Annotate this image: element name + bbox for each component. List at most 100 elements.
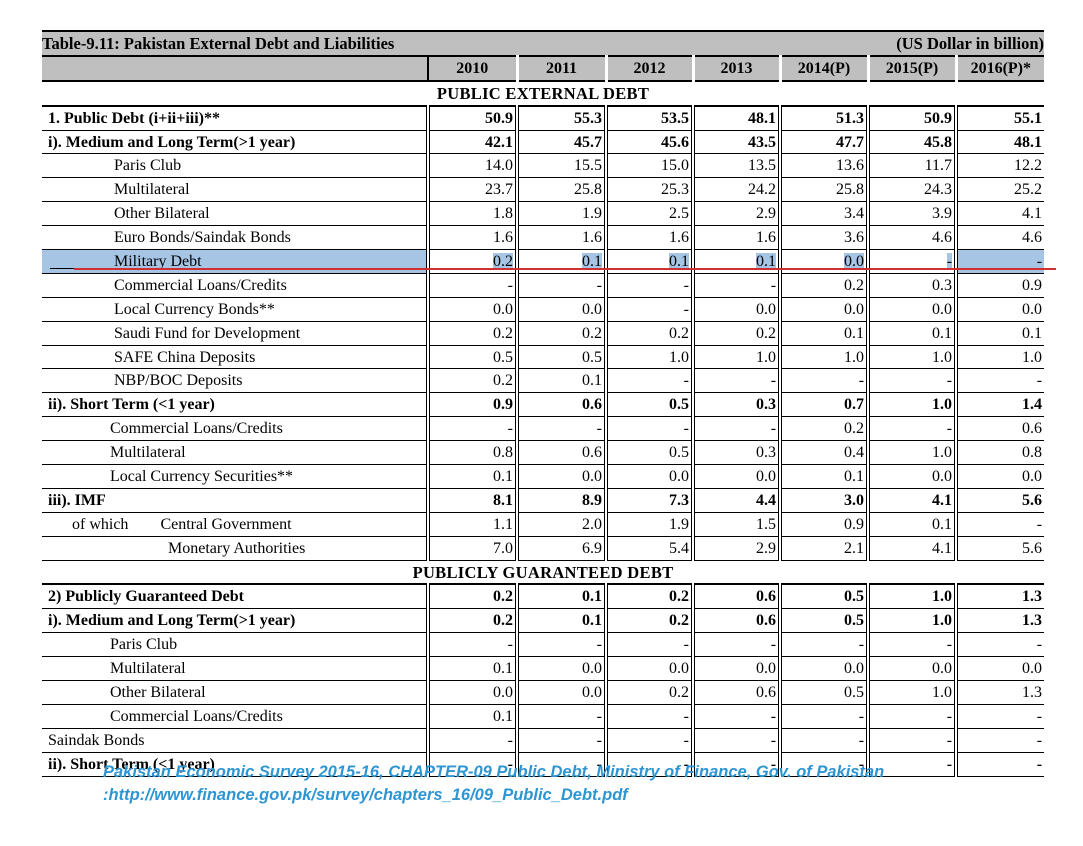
value-cell: - xyxy=(426,273,517,298)
value-cell: - xyxy=(690,632,781,658)
value-cell: - xyxy=(690,752,781,777)
value-cell: 0.3 xyxy=(690,440,781,466)
table-row: i). Medium and Long Term(>1 year) 0.2 0.1 0… xyxy=(42,608,1045,634)
value-cell: - xyxy=(778,752,869,777)
table-row: Commercial Loans/Credits 0.1- - - - - - xyxy=(42,704,1045,729)
value-cell: 25.8 xyxy=(515,177,606,203)
section-heading: PUBLIC EXTERNAL DEBT xyxy=(436,83,650,103)
value-cell: - xyxy=(866,704,957,729)
value-cell: 5.6 xyxy=(954,488,1045,513)
value-cell: 25.8 xyxy=(778,177,869,203)
value-cell: 1.0 xyxy=(954,345,1045,370)
row-label: of which Central Government xyxy=(42,512,428,537)
value-cell: 0.0 xyxy=(954,656,1045,682)
year-header: 2012 xyxy=(604,54,693,82)
value-cell: - xyxy=(604,632,693,658)
value-cell: 0.0 xyxy=(604,656,693,682)
row-label: Military Debt xyxy=(42,249,428,274)
table-row: Local Currency Securities** 0.1 0.0 0.0 0.0 0… xyxy=(42,464,1045,489)
value-cell: 0.1 xyxy=(426,464,517,489)
value-cell: 1.0 xyxy=(866,440,957,466)
value-cell: 48.1 xyxy=(954,130,1045,155)
external-debt-table: Table-9.11: Pakistan External Debt and L… xyxy=(42,30,1045,777)
red-annotation-line xyxy=(74,268,1056,270)
value-cell: 1.3 xyxy=(954,680,1045,705)
value-cell: - xyxy=(515,273,606,298)
row-label: Multilateral xyxy=(42,440,428,466)
highlighted-value: 0.1 xyxy=(756,252,777,270)
value-cell: 0.4 xyxy=(778,440,869,466)
value-cell: 1.5 xyxy=(690,512,781,537)
value-cell: 0.0 xyxy=(426,680,517,705)
row-label: 1. Public Debt (i+ii+iii)** xyxy=(42,104,428,131)
row-label: Local Currency Securities** xyxy=(42,464,428,489)
value-cell: 0.2 xyxy=(690,321,781,346)
section-heading-row: PUBLIC EXTERNAL DEBT xyxy=(42,81,1044,106)
source-caption: Pakistan Economic Survey 2015-16, CHAPTE… xyxy=(103,761,1063,807)
value-cell: 0.6 xyxy=(690,680,781,705)
value-cell: 0.6 xyxy=(690,608,781,634)
table-row: 2) Publicly Guaranteed Debt 0.2 0.1 0.2 0.6 0… xyxy=(42,583,1045,610)
year-header: 2014(P) xyxy=(778,54,869,82)
row-label-prefix: of which xyxy=(72,515,129,533)
table-row: Other Bilateral 1.8 1.9 2.5 2.9 3.4 3.9 4.1 xyxy=(42,201,1045,227)
highlighted-value: 0.1 xyxy=(582,252,602,270)
table-row: Paris Club 14.0 15.5 15.0 13.5 13.6 11.7 12.2 xyxy=(42,153,1045,179)
value-cell: 1.9 xyxy=(604,512,693,537)
row-label: NBP/BOC Deposits xyxy=(42,368,428,394)
value-cell: 0.0 xyxy=(515,680,606,705)
value-cell: 0.1 xyxy=(426,704,517,729)
value-cell: - xyxy=(866,632,957,658)
table-row: SAFE China Deposits 0.5 0.5 1.0 1.0 1.0 1.0 1.0 xyxy=(42,345,1045,370)
value-cell: 1.1 xyxy=(426,512,517,537)
table-row: Multilateral 0.8 0.6 0.5 0.3 0.4 1.0 0.8 xyxy=(42,440,1045,466)
table-row: Local Currency Bonds** 0.0 0.0-0.0 0.0 0.0 0.… xyxy=(42,297,1045,322)
value-cell: 0.5 xyxy=(604,440,693,466)
value-cell: 0.0 xyxy=(778,656,869,682)
value-cell: - xyxy=(426,752,517,777)
value-cell: 1.8 xyxy=(426,201,517,227)
value-cell: 4.6 xyxy=(866,225,957,251)
value-cell: - xyxy=(604,273,693,298)
value-cell: 0.9 xyxy=(954,273,1045,298)
table-row: Saudi Fund for Development 0.2 0.2 0.2 0.2 0.… xyxy=(42,321,1045,346)
value-cell: 1.4 xyxy=(954,392,1045,418)
value-cell: 4.1 xyxy=(866,536,957,561)
value-cell: 2.9 xyxy=(690,201,781,227)
value-cell: - xyxy=(515,728,606,753)
value-cell: 0.8 xyxy=(954,440,1045,466)
value-cell: 0.6 xyxy=(954,416,1045,442)
row-label: Multilateral xyxy=(42,177,428,203)
value-cell: 48.1 xyxy=(690,104,781,131)
value-cell: 0.2 xyxy=(778,273,869,298)
value-cell: 0.1 xyxy=(515,583,606,610)
value-cell: 0.0 xyxy=(604,464,693,489)
year-header: 2010 xyxy=(427,54,517,82)
value-cell: 1.0 xyxy=(604,345,693,370)
value-cell: - xyxy=(866,416,957,442)
value-cell: 0.0 xyxy=(778,297,869,322)
value-cell: 2.1 xyxy=(778,536,869,561)
value-cell: 2.9 xyxy=(690,536,781,561)
table-title: Table-9.11: Pakistan External Debt and L… xyxy=(42,30,781,56)
value-cell: 0.2 xyxy=(604,608,693,634)
value-cell: - xyxy=(690,704,781,729)
value-cell: 0.2 xyxy=(604,583,693,610)
value-cell: 11.7 xyxy=(866,153,957,179)
unit-label: (US Dollar in billion) xyxy=(780,30,1045,56)
table-row: NBP/BOC Deposits 0.2 0.1- - - - - xyxy=(42,368,1045,394)
value-cell: 45.7 xyxy=(515,130,606,155)
year-header: 2016(P)* xyxy=(954,54,1045,82)
value-cell: 0.5 xyxy=(604,392,693,418)
value-cell: 3.9 xyxy=(866,201,957,227)
value-cell: 50.9 xyxy=(866,104,957,131)
row-label: Monetary Authorities xyxy=(42,536,428,561)
value-cell: 0.0 xyxy=(515,656,606,682)
value-cell: 2.0 xyxy=(515,512,606,537)
value-cell: 25.3 xyxy=(604,177,693,203)
value-cell: 4.1 xyxy=(954,201,1045,227)
value-cell: 23.7 xyxy=(426,177,517,203)
value-cell: 0.2 xyxy=(778,416,869,442)
value-cell: - xyxy=(604,704,693,729)
value-cell: 0.2 xyxy=(515,321,606,346)
